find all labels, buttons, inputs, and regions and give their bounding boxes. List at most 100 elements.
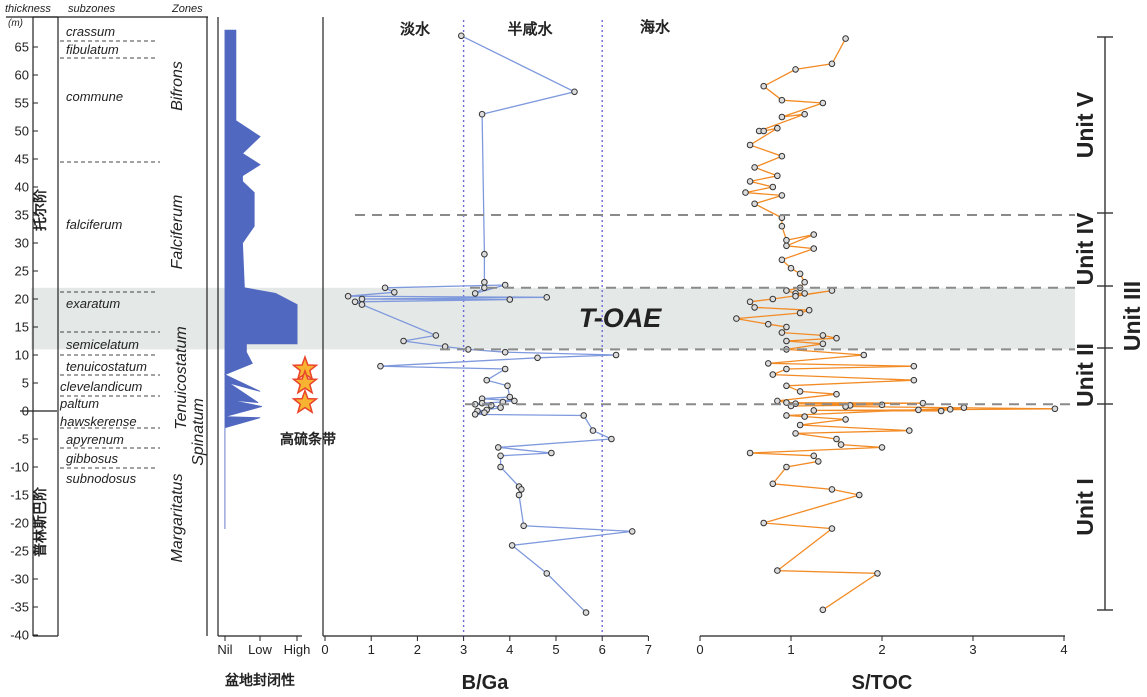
bga-point xyxy=(518,486,525,493)
depth-tick-label: 65 xyxy=(15,40,29,55)
stage-toarcian: 托尔阶 xyxy=(32,188,49,231)
stoc-tick-label: 2 xyxy=(878,642,885,657)
stoc-point xyxy=(783,382,790,390)
basin-restriction-area xyxy=(223,29,298,529)
bga-point xyxy=(520,522,527,530)
bga-tick-label: 3 xyxy=(460,642,467,657)
bga-tick-label: 0 xyxy=(321,642,328,657)
stoc-point xyxy=(833,334,840,342)
stoc-tick-label: 4 xyxy=(1060,642,1067,657)
stoc-point xyxy=(774,124,781,132)
zones-label: Zones xyxy=(171,3,203,15)
bga-point xyxy=(432,332,440,339)
stoc-point xyxy=(778,96,786,104)
depth-tick-label: 0 xyxy=(22,404,29,419)
stoc-point xyxy=(783,463,790,471)
bga-point xyxy=(548,449,555,457)
high-sulfur-stars xyxy=(291,354,319,415)
bga-point xyxy=(543,570,551,577)
bga-point xyxy=(483,376,491,384)
restriction-tick-label: High xyxy=(284,642,311,657)
bga-point xyxy=(391,288,398,296)
stoc-point xyxy=(760,519,768,527)
bga-point xyxy=(497,404,504,411)
unit-iv-label: Unit IV xyxy=(1072,212,1098,285)
stoc-point xyxy=(819,99,827,107)
bga-point xyxy=(358,295,366,303)
toae-band xyxy=(31,287,1075,350)
unit-v-label: Unit V xyxy=(1072,91,1098,158)
bga-point xyxy=(344,292,352,300)
bga-point xyxy=(608,435,615,443)
bga-point xyxy=(501,348,509,356)
stoc-point xyxy=(833,390,840,398)
bga-point xyxy=(351,298,359,306)
depth-tick-label: -30 xyxy=(10,572,29,587)
stoc-point xyxy=(783,399,790,406)
stoc-point xyxy=(769,371,777,378)
subzone-hawskerense: hawskerense xyxy=(60,414,137,429)
stoc-point xyxy=(792,292,799,300)
bga-point xyxy=(481,284,488,292)
subzone-semicelatum: semicelatum xyxy=(66,337,139,352)
stoc-point xyxy=(801,413,808,420)
stoc-point xyxy=(746,298,754,306)
star-icon xyxy=(291,368,319,395)
subzone-apyrenum: apyrenum xyxy=(66,432,124,447)
depth-tick-label: 40 xyxy=(15,180,29,195)
stoc-point xyxy=(787,264,795,272)
depth-tick-label: 25 xyxy=(15,264,29,279)
stoc-point xyxy=(842,416,849,423)
depth-axis: 65605550454035302520151050-5-10-15-20-25… xyxy=(10,40,38,643)
bga-panel: 0 1 2 3 4 5 6 7 xyxy=(321,17,652,657)
basin-restriction-title: 盆地封闭性 xyxy=(224,672,295,689)
stoc-point xyxy=(815,458,822,465)
bga-point xyxy=(481,250,488,258)
stoc-point xyxy=(828,60,836,68)
stage-pliensbachian: 普林斯巴阶 xyxy=(32,486,49,557)
stoc-point xyxy=(837,441,845,448)
stoc-point xyxy=(746,449,754,457)
zone-spinatum: Spinatum xyxy=(190,398,207,466)
stoc-point xyxy=(783,337,790,345)
stoc-point xyxy=(783,287,790,294)
stoc-series-line xyxy=(736,38,1055,611)
zone-margaritatus: Margaritatus xyxy=(169,474,186,563)
stoc-point xyxy=(796,421,804,429)
bga-point xyxy=(628,528,636,535)
depth-tick-label: 30 xyxy=(15,236,29,251)
depth-tick-label: -15 xyxy=(10,488,29,503)
bga-point xyxy=(358,301,366,308)
depth-tick-label: -40 xyxy=(10,628,29,643)
brackish-label: 半咸水 xyxy=(507,20,553,38)
subzone-fibulatum: fibulatum xyxy=(66,42,119,57)
depth-tick-label: -10 xyxy=(10,460,29,475)
stoc-point xyxy=(960,404,968,411)
bga-point xyxy=(543,294,551,301)
thickness-label: thickness xyxy=(5,3,51,15)
depth-tick-label: 45 xyxy=(15,152,29,167)
depth-tick-label: 20 xyxy=(15,292,29,307)
bga-point xyxy=(534,354,541,362)
bga-point xyxy=(515,491,523,499)
stoc-point xyxy=(778,152,786,160)
depth-tick-label: 5 xyxy=(22,376,29,391)
depth-tick-label: 35 xyxy=(15,208,29,223)
stoc-point xyxy=(906,427,913,434)
bga-tick-label: 7 xyxy=(645,642,652,657)
freshwater-label: 淡水 xyxy=(400,20,431,38)
depth-tick-label: 60 xyxy=(15,68,29,83)
depth-tick-label: 15 xyxy=(15,320,29,335)
stoc-point xyxy=(774,567,781,574)
bga-point xyxy=(506,393,514,401)
stoc-point xyxy=(833,435,840,443)
stoc-point xyxy=(860,351,868,359)
strat-column: 65605550454035302520151050-5-10-15-20-25… xyxy=(6,16,208,643)
subzone-dividers xyxy=(60,40,160,469)
stoc-point xyxy=(910,376,918,384)
unit-iii-label: Unit III xyxy=(1119,281,1145,351)
zone-bifrons: Bifrons xyxy=(169,61,186,111)
stoc-point xyxy=(810,245,818,252)
bga-point xyxy=(506,296,514,303)
bga-point xyxy=(471,411,479,418)
